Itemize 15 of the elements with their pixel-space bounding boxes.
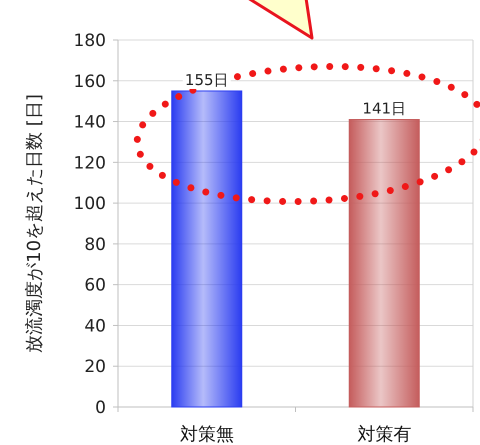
ytick: 100 bbox=[74, 194, 106, 214]
ytick: 80 bbox=[84, 234, 106, 255]
value-label: 141日 bbox=[362, 100, 406, 118]
ytick: 140 bbox=[74, 112, 106, 133]
ytick: 0 bbox=[95, 398, 106, 418]
ytick: 40 bbox=[84, 316, 106, 336]
ylabel: 放流濁度が10を超えた日数 [日] bbox=[24, 94, 45, 353]
ytick: 20 bbox=[84, 357, 106, 378]
category: 対策有 bbox=[357, 424, 412, 445]
ytick: 160 bbox=[74, 72, 106, 92]
ytick: 60 bbox=[84, 276, 106, 296]
value-label: 155日 bbox=[184, 70, 229, 89]
ytick: 180 bbox=[74, 31, 106, 51]
ytick: 120 bbox=[74, 153, 106, 174]
category: 対策無 bbox=[180, 424, 234, 445]
